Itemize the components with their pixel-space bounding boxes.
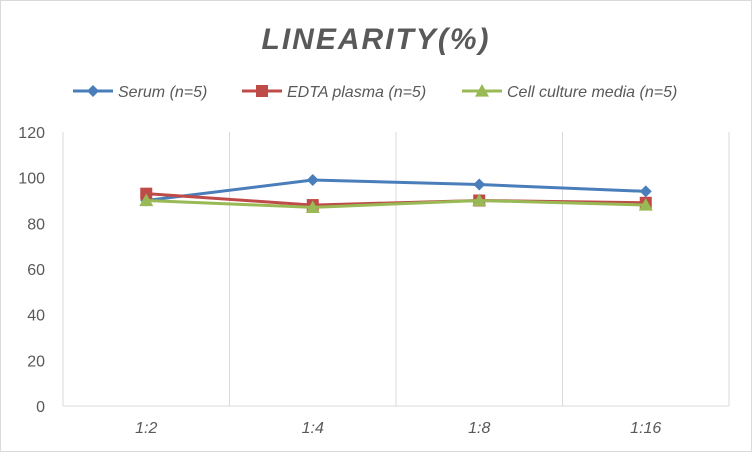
x-tick-label: 1:4 [302,420,324,437]
series-3 [139,193,653,213]
series-line [146,199,646,209]
data-point [638,198,653,211]
data-point [639,185,652,198]
legend-entry: EDTA plasma (n=5) [242,84,426,101]
data-point [473,178,486,191]
y-tick-label: 120 [18,125,45,142]
legend-label: Cell culture media (n=5) [507,84,677,101]
y-tick-label: 60 [27,262,45,279]
y-tick-label: 0 [36,399,45,416]
legend-label: Serum (n=5) [118,84,207,101]
chart-title: LINEARITY(%) [262,23,491,56]
series-group [139,173,653,213]
series-line [146,178,646,202]
y-tick-label: 80 [27,216,45,233]
legend-marker [256,85,268,97]
legend-marker [87,85,99,97]
legend-entry: Cell culture media (n=5) [462,84,677,101]
legend-label: EDTA plasma (n=5) [287,84,426,101]
x-tick-label: 1:2 [135,420,157,437]
y-tick-label: 40 [27,308,45,325]
grid [62,132,730,407]
x-tick-label: 1:8 [468,420,490,437]
legend-marker [475,84,489,97]
legend-entry: Serum (n=5) [73,84,207,101]
y-axis: 0 20 40 60 80 100 120 [18,125,45,416]
data-point [139,193,154,207]
y-tick-label: 100 [18,171,45,188]
x-tick-label: 1:16 [630,420,661,437]
y-tick-label: 20 [27,353,45,370]
x-axis: 1:2 1:4 1:8 1:16 [135,420,661,437]
data-point [472,193,487,207]
data-point [305,200,320,213]
legend: Serum (n=5) EDTA plasma (n=5) Cell culture… [73,84,677,101]
data-point [306,173,319,186]
